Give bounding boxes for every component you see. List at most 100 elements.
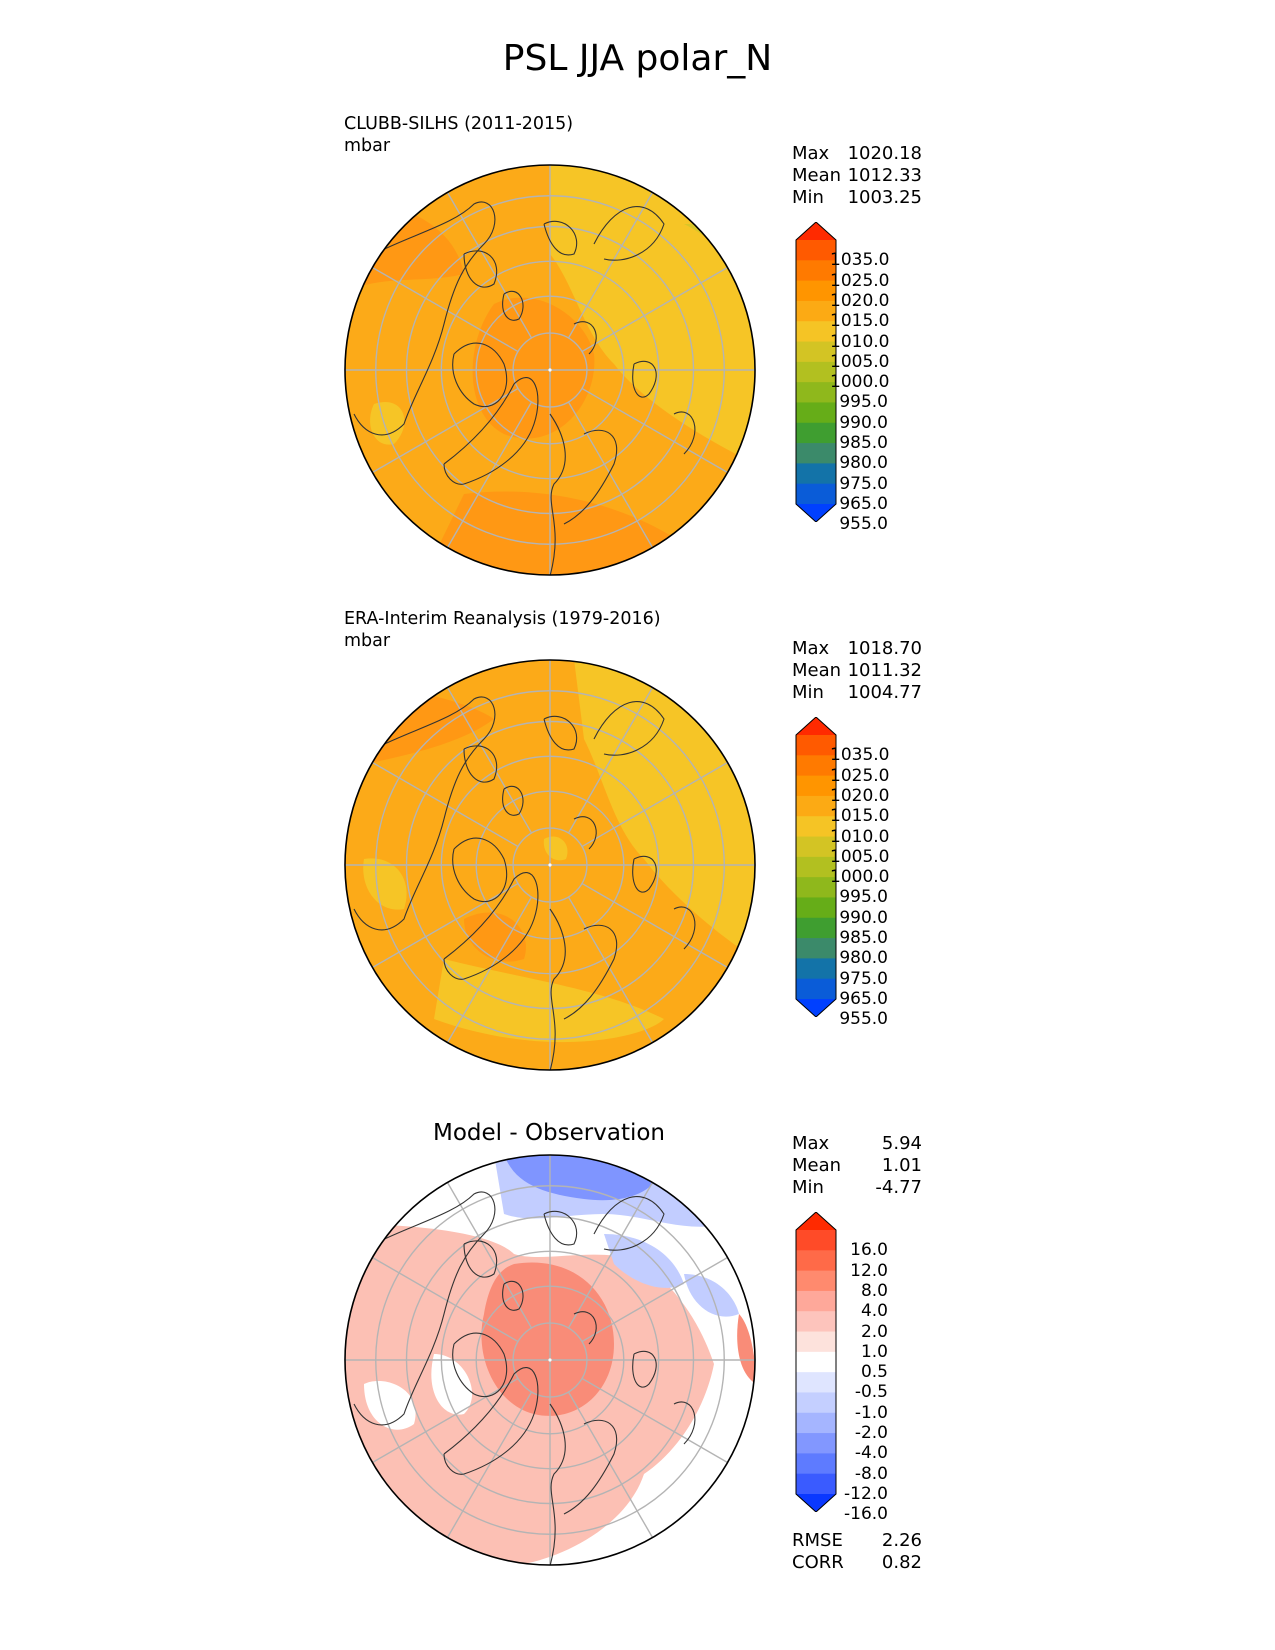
coastline <box>543 1210 578 1246</box>
colorbar-segment <box>796 917 836 939</box>
metric-rmse: RMSE 2.26 <box>792 1530 922 1551</box>
meridian-line <box>446 687 533 834</box>
colorbar-segment <box>796 341 836 363</box>
coastline <box>549 413 566 575</box>
polar-map <box>344 659 756 1071</box>
polar-map <box>344 1154 756 1566</box>
coastline <box>632 855 657 893</box>
colorbar-tick-label: 995.0 <box>839 887 888 908</box>
colorbar-tick-label: 1025.0 <box>830 765 890 786</box>
colorbar-segment <box>796 755 836 777</box>
stat-min: Min 1003.25 <box>792 187 922 208</box>
field-region-high <box>464 912 526 962</box>
colorbar-extend-bottom <box>796 1494 836 1512</box>
colorbar-segment <box>796 1372 836 1393</box>
coastline <box>563 429 618 525</box>
colorbar-tick-label: 955.0 <box>839 1009 888 1030</box>
colorbar-segment <box>796 321 836 343</box>
map-field <box>345 165 755 575</box>
north-pole-marker <box>548 368 552 372</box>
field-region-positive-strong <box>737 1314 755 1384</box>
coastline <box>632 1350 657 1388</box>
field-region-low <box>434 959 664 1043</box>
colorbar-segment <box>796 402 836 424</box>
stat-max: Max 1020.18 <box>792 143 922 164</box>
north-pole-marker <box>548 863 552 867</box>
colorbar-segment <box>796 1270 836 1292</box>
coastline <box>543 220 578 256</box>
field-region-low <box>363 858 407 910</box>
meridian-line <box>567 896 654 1043</box>
stats-block: Max 1018.70 Mean 1011.32 Min 1004.77 <box>792 638 922 704</box>
meridian-line <box>581 266 728 353</box>
colorbar-segment <box>796 280 836 302</box>
colorbar-extend-top <box>796 1212 836 1230</box>
colorbar-tick-label: -2.0 <box>854 1423 888 1444</box>
figure-title: PSL JJA polar_N <box>502 38 773 79</box>
coastline <box>353 201 496 436</box>
colorbar-segment <box>796 260 836 282</box>
colorbar-tick-label: 16.0 <box>850 1240 888 1261</box>
colorbar-segment <box>796 958 836 980</box>
panel-observation: ERA-Interim Reanalysis (1979-2016) mbar … <box>0 0 1275 1071</box>
map-field <box>345 1155 755 1565</box>
north-pole-marker <box>548 1358 552 1362</box>
meridian-line <box>581 1377 728 1464</box>
coastline <box>443 872 539 980</box>
coastline <box>673 1401 696 1445</box>
colorbar-segment <box>796 1412 836 1434</box>
coastline <box>543 715 578 751</box>
coastlines <box>353 1191 696 1565</box>
meridian-line <box>446 401 533 548</box>
colorbar-tick-label: 1000.0 <box>830 372 890 393</box>
coastline <box>502 291 524 321</box>
colorbar-tick-label: 990.0 <box>839 907 888 928</box>
colorbar-segment <box>796 836 836 858</box>
meridian-line <box>372 387 519 474</box>
colorbar: 1035.0 1025.0 1020.0 1015.0 1010.0 1005.0 1000… <box>790 222 930 533</box>
coastline <box>463 250 498 288</box>
colorbar-tick-label: 1010.0 <box>830 826 890 847</box>
colorbar-segment <box>796 240 836 261</box>
coastline <box>452 837 508 903</box>
graticule <box>345 165 755 575</box>
colorbar-segment <box>796 300 836 322</box>
coastline <box>593 701 665 756</box>
colorbar-extend-bottom <box>796 504 836 522</box>
colorbar-segment <box>796 1433 836 1454</box>
colorbar-tick-label: -12.0 <box>844 1484 888 1504</box>
coastline <box>593 206 665 261</box>
colorbar-segment <box>796 422 836 444</box>
meridian-line <box>581 882 728 969</box>
field-region-neutral <box>364 1380 416 1430</box>
coastline <box>502 786 524 816</box>
meridian-line <box>567 687 654 834</box>
colorbar-segment <box>796 1311 836 1333</box>
colorbar-tick-label: 985.0 <box>839 433 888 454</box>
meridian-line <box>372 761 519 848</box>
coastline <box>573 321 597 355</box>
coastline <box>463 745 498 783</box>
colorbar-svg <box>795 1212 837 1512</box>
colorbar-segment <box>796 443 836 464</box>
stat-mean: Mean 1011.32 <box>792 660 922 681</box>
coastline <box>673 411 696 455</box>
coastline <box>673 906 696 950</box>
colorbar-extend-bottom <box>796 999 836 1017</box>
polar-map <box>344 164 756 576</box>
meridian-line <box>446 896 533 1043</box>
colorbar-tick-label: -1.0 <box>854 1402 888 1423</box>
colorbar-tick-label: 980.0 <box>839 453 888 474</box>
colorbar-extend-top <box>796 717 836 735</box>
map-boundary <box>344 659 756 1071</box>
colorbar-tick-label: 0.5 <box>860 1362 888 1383</box>
colorbar-segment <box>796 463 836 485</box>
colorbar-segment <box>796 1351 836 1373</box>
map-boundary <box>344 1154 756 1566</box>
colorbar-tick-label: 1005.0 <box>830 351 890 372</box>
coastline <box>452 342 508 408</box>
colorbar-segment <box>796 1473 836 1495</box>
colorbar-tick-label: 2.0 <box>860 1321 888 1342</box>
colorbar-tick-label: 1010.0 <box>830 331 890 352</box>
colorbar-tick-label: 965.0 <box>839 989 888 1009</box>
